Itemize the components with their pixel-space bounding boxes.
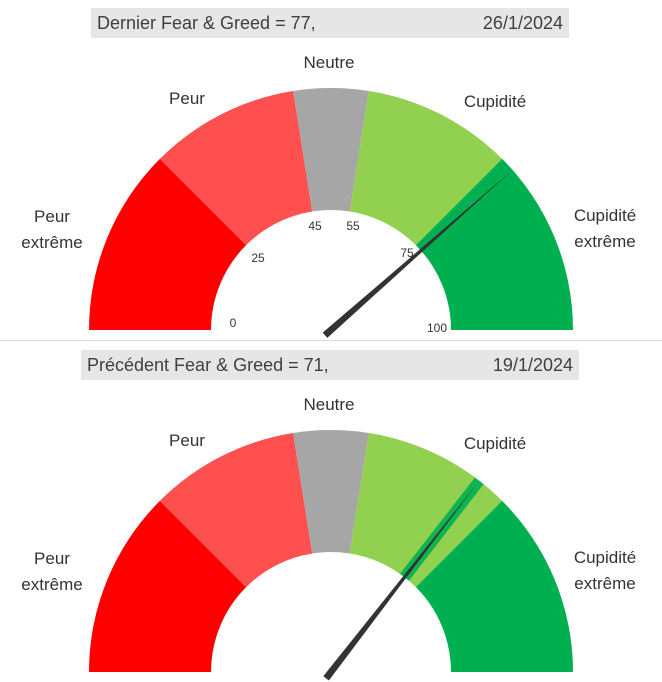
zone-label-neutre: Neutre: [303, 53, 354, 72]
gauge-date: 19/1/2024: [492, 355, 573, 375]
zone-label-peur: Peur: [169, 431, 205, 450]
zone-label-cupidite-extreme: Cupidité extrême: [574, 548, 636, 593]
gauge-zone-cupidite-extreme: [415, 500, 573, 672]
gauge-chart-previous: Peur extrême Peur Neutre Cupidité Cupidité ext…: [21, 395, 636, 681]
gauge-panel-previous: Précédent Fear & Greed = 71, 19/1/2024 P…: [0, 342, 662, 682]
zone-label-peur: Peur: [169, 89, 205, 108]
tick-label-45: 45: [308, 219, 322, 233]
gauge-title: Précédent Fear & Greed = 71,: [87, 355, 329, 375]
tick-label-75: 75: [400, 246, 414, 260]
zone-label-cupidite: Cupidité: [464, 92, 526, 111]
gauge-zone-cupidite: [349, 432, 503, 588]
tick-label-100: 100: [427, 321, 447, 335]
gauge-panel-latest: Dernier Fear & Greed = 77, 26/1/2024 Peu…: [0, 0, 662, 340]
gauge-date: 26/1/2024: [482, 13, 563, 33]
gauge-zone-peur: [159, 90, 313, 246]
zone-label-peur-extreme: Peur extrême: [21, 207, 82, 252]
zone-label-cupidite-extreme: Cupidité extrême: [574, 206, 636, 251]
gauge-zone-peur: [159, 432, 313, 588]
tick-label-0: 0: [230, 316, 237, 330]
panel-divider: [0, 340, 662, 341]
zone-label-cupidite: Cupidité: [464, 434, 526, 453]
gauge-needle: [322, 172, 510, 338]
gauge-chart-latest: Peur extrême Peur Neutre Cupidité Cupidité ext…: [21, 53, 636, 338]
tick-label-55: 55: [346, 219, 360, 233]
gauge-zone-neutre: [293, 430, 369, 554]
header-bar-previous: Précédent Fear & Greed = 71, 19/1/2024: [81, 350, 579, 380]
gauge-needle: [323, 483, 477, 681]
gauge-zone-peur-extreme: [89, 158, 247, 330]
gauge-zone-peur-extreme: [89, 500, 247, 672]
zone-label-neutre: Neutre: [303, 395, 354, 414]
gauge-title: Dernier Fear & Greed = 77,: [97, 13, 316, 33]
gauge-zone-neutre: [293, 88, 369, 212]
tick-label-25: 25: [251, 251, 265, 265]
gauge-zone-cupidite: [349, 90, 503, 246]
zone-label-peur-extreme: Peur extrême: [21, 549, 82, 594]
header-bar-latest: Dernier Fear & Greed = 77, 26/1/2024: [91, 8, 569, 38]
gauge-zone-cupidite-extreme: [415, 158, 573, 330]
